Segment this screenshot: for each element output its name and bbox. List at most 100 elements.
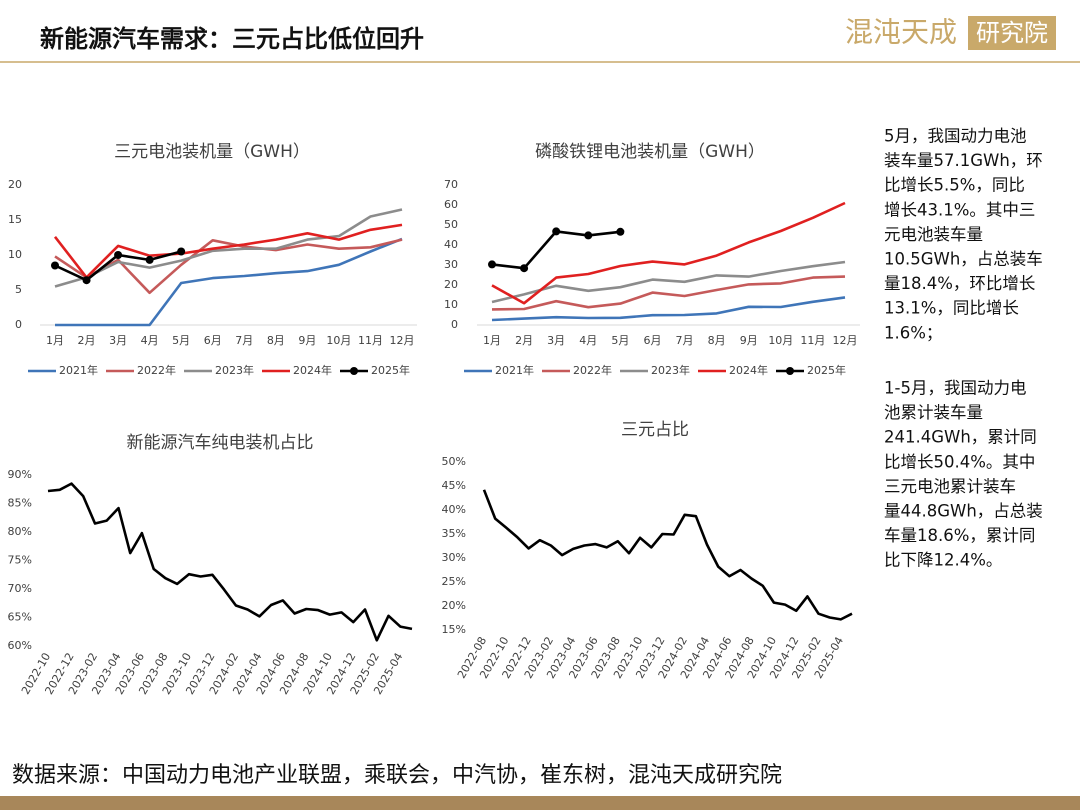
legend-marker [786,367,794,375]
line-series [55,237,403,327]
note-line: 比增长5.5%，同比 [884,176,1025,195]
logo-box [968,16,1056,50]
note-line: 增长43.1%。其中三 [884,200,1035,219]
x-tick-label: 10月 [326,334,351,347]
y-tick-label: 20 [8,178,22,191]
note-line: 装车量57.1GWh，环 [884,151,1043,170]
y-tick-label: 40% [442,503,466,516]
marker [145,255,154,264]
marker [82,276,91,285]
line-series [53,223,403,279]
x-tick-label: 2月 [78,334,96,347]
line-series [491,296,846,322]
note-line: 1.6%； [884,323,942,342]
x-tick-label: 1月 [483,334,501,347]
note-line: 元电池装车量 [884,225,983,244]
line-series [491,275,846,311]
note-line: 5月，我国动力电池 [884,127,1027,146]
y-tick-label: 30% [442,551,466,564]
marker [114,251,123,259]
x-tick-label: 7月 [235,334,253,347]
legend-label: 2021年 [495,363,534,377]
y-tick-label: 70% [8,582,32,595]
x-tick-label: 4月 [579,334,597,347]
legend-label: 2021年 [59,363,98,377]
y-tick-label: 40 [444,238,458,251]
y-tick-label: 20 [444,278,458,291]
marker [520,264,529,273]
x-tick-label: 3月 [109,334,127,347]
y-tick-label: 30 [444,258,458,271]
y-tick-label: 35% [442,527,466,540]
note-line: 车量18.6%，累计同 [884,526,1035,545]
note-line: 比下降12.4%。 [884,551,1002,570]
line-series [491,260,846,304]
line-series [482,489,853,621]
note-line: 池累计装车量 [884,403,983,422]
marker [51,261,59,270]
note-line: 比增长50.4%。其中 [884,452,1035,471]
source: 数据来源：中国动力电池产业联盟，乘联会，中汽协，崔东树，混沌天成研究院 [12,763,782,788]
y-tick-label: 20% [442,599,466,612]
x-tick-label: 12月 [833,334,858,347]
legend-label: 2024年 [293,363,332,377]
y-tick-label: 85% [8,497,32,510]
y-tick-label: 90% [8,468,32,481]
y-tick-label: 50 [444,218,458,231]
legend-label: 2022年 [573,363,612,377]
logo-text: 混沌天成 [845,16,957,49]
logo-text: 研究院 [976,19,1048,47]
chart-title: 三元占比 [621,420,689,440]
y-tick-label: 15% [442,623,466,636]
note-line: 241.4GWh，累计同 [884,428,1037,447]
line-series [47,482,413,642]
y-tick-label: 75% [8,554,32,567]
note-line: 10.5GWh，占总装车 [884,250,1043,269]
marker [177,247,186,256]
line-series [54,208,403,288]
footer-bar [0,796,1080,810]
chart-title: 磷酸铁锂电池装机量（GWH） [535,142,765,162]
y-tick-label: 50% [442,455,466,468]
y-tick-label: 60 [444,198,458,211]
x-tick-label: 11月 [358,334,383,347]
line-series [54,238,403,295]
x-tick-label: 7月 [676,334,694,347]
note-line: 13.1%，同比增长 [884,299,1019,318]
x-tick-label: 10月 [768,334,793,347]
y-tick-label: 10 [8,248,22,261]
x-tick-label: 9月 [298,334,316,347]
legend-label: 2025年 [371,363,410,377]
x-tick-label: 8月 [267,334,285,347]
x-tick-label: 4月 [141,334,159,347]
x-tick-label: 9月 [740,334,758,347]
slide-title: 新能源汽车需求：三元占比低位回升 [40,25,424,53]
legend-label: 2022年 [137,363,176,377]
legend-label: 2025年 [807,363,846,377]
note-line: 三元电池累计装车 [884,477,1016,496]
y-tick-label: 45% [442,479,466,492]
legend-label: 2024年 [729,363,768,377]
x-tick-label: 1月 [46,334,64,347]
marker [584,231,593,240]
x-tick-label: 5月 [611,334,629,347]
legend-marker [350,367,358,375]
legend-label: 2023年 [215,363,254,377]
y-tick-label: 80% [8,525,32,538]
y-tick-label: 15 [8,213,22,226]
marker [552,227,561,236]
chart-title: 新能源汽车纯电装机占比 [127,433,314,453]
y-tick-label: 25% [442,575,466,588]
y-tick-label: 5 [15,283,22,296]
legend-label: 2023年 [651,363,690,377]
x-tick-label: 8月 [708,334,726,347]
y-tick-label: 65% [8,611,32,624]
x-tick-label: 2月 [515,334,533,347]
y-tick-label: 0 [451,318,458,331]
chart-title: 三元电池装机量（GWH） [114,142,310,162]
x-tick-label: 6月 [643,334,661,347]
note-line: 量44.8GWh，占总装 [884,502,1043,521]
y-tick-label: 10 [444,298,458,311]
